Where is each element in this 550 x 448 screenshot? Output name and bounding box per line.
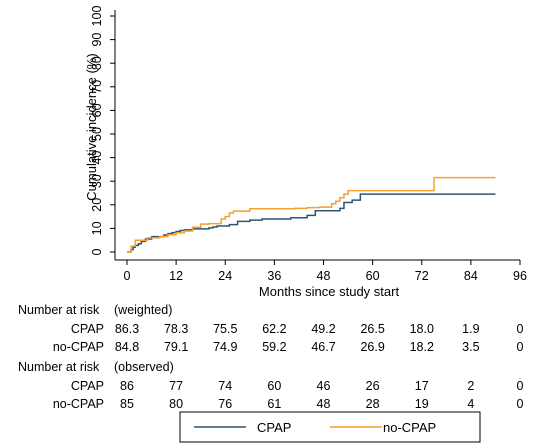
risk-row-label: CPAP bbox=[71, 322, 104, 336]
y-tick-label: 10 bbox=[90, 221, 104, 235]
series-line-no-cpap bbox=[127, 176, 496, 253]
risk-section-note: (weighted) bbox=[114, 303, 172, 317]
y-axis-title: Cumulative incidence (%) bbox=[84, 53, 99, 200]
risk-cell: 60 bbox=[267, 379, 281, 393]
y-tick-label: 100 bbox=[90, 6, 104, 27]
x-tick-label: 12 bbox=[169, 269, 183, 283]
risk-section-note: (observed) bbox=[114, 360, 174, 374]
risk-cell: 17 bbox=[415, 379, 429, 393]
risk-cell: 79.1 bbox=[164, 340, 188, 354]
y-tick-label: 30 bbox=[90, 174, 104, 188]
risk-cell: 77 bbox=[169, 379, 183, 393]
risk-cell: 78.3 bbox=[164, 322, 188, 336]
risk-cell: 3.5 bbox=[462, 340, 479, 354]
series-group bbox=[127, 176, 496, 253]
risk-cell: 84.8 bbox=[115, 340, 139, 354]
risk-section-title: Number at risk bbox=[18, 303, 100, 317]
risk-cell: 4 bbox=[467, 397, 474, 411]
risk-row-label: CPAP bbox=[71, 379, 104, 393]
axes-group: 0 10 20 30 40 50 60 70 80 90 100 Cumulative inciden… bbox=[84, 6, 527, 299]
x-tick-label: 36 bbox=[267, 269, 281, 283]
y-tick-label: 50 bbox=[90, 127, 104, 141]
y-tick-label: 0 bbox=[90, 248, 104, 255]
x-tick-label: 48 bbox=[317, 269, 331, 283]
risk-cell: 46.7 bbox=[311, 340, 335, 354]
risk-cell: 74.9 bbox=[213, 340, 237, 354]
legend-label-cpap: CPAP bbox=[257, 420, 291, 435]
risk-cell: 18.0 bbox=[410, 322, 434, 336]
y-tick-label: 80 bbox=[90, 56, 104, 70]
legend: CPAP no-CPAP bbox=[179, 411, 481, 443]
x-tick-label: 96 bbox=[513, 269, 527, 283]
risk-cell: 49.2 bbox=[311, 322, 335, 336]
risk-cell: 26.5 bbox=[360, 322, 384, 336]
y-tick-label: 90 bbox=[90, 33, 104, 47]
risk-cell: 26.9 bbox=[360, 340, 384, 354]
risk-cell: 28 bbox=[366, 397, 380, 411]
risk-cell: 86.3 bbox=[115, 322, 139, 336]
risk-cell: 0 bbox=[517, 379, 524, 393]
y-tick-label: 70 bbox=[90, 80, 104, 94]
risk-table: Number at risk (weighted) CPAP 86.3 78.3 75.5… bbox=[18, 303, 524, 411]
y-tick-label: 20 bbox=[90, 198, 104, 212]
risk-cell: 61 bbox=[267, 397, 281, 411]
x-tick-label: 84 bbox=[464, 269, 478, 283]
risk-cell: 59.2 bbox=[262, 340, 286, 354]
x-tick-label: 24 bbox=[218, 269, 232, 283]
risk-cell: 0 bbox=[517, 397, 524, 411]
risk-cell: 19 bbox=[415, 397, 429, 411]
x-tick-label: 72 bbox=[415, 269, 429, 283]
x-tick-label: 0 bbox=[124, 269, 131, 283]
risk-row-label: no-CPAP bbox=[53, 340, 104, 354]
x-axis-title: Months since study start bbox=[259, 284, 400, 299]
risk-row-label: no-CPAP bbox=[53, 397, 104, 411]
risk-cell: 80 bbox=[169, 397, 183, 411]
risk-cell: 0 bbox=[517, 340, 524, 354]
legend-label-no-cpap: no-CPAP bbox=[383, 420, 436, 435]
x-tick-label: 60 bbox=[366, 269, 380, 283]
risk-section-title: Number at risk bbox=[18, 360, 100, 374]
risk-cell: 0 bbox=[517, 322, 524, 336]
risk-cell: 46 bbox=[317, 379, 331, 393]
risk-cell: 85 bbox=[120, 397, 134, 411]
risk-cell: 1.9 bbox=[462, 322, 479, 336]
risk-cell: 74 bbox=[218, 379, 232, 393]
risk-cell: 76 bbox=[218, 397, 232, 411]
risk-cell: 86 bbox=[120, 379, 134, 393]
y-tick-label: 60 bbox=[90, 103, 104, 117]
risk-cell: 75.5 bbox=[213, 322, 237, 336]
series-line-cpap bbox=[127, 193, 496, 253]
risk-cell: 2 bbox=[467, 379, 474, 393]
risk-cell: 18.2 bbox=[410, 340, 434, 354]
risk-cell: 26 bbox=[366, 379, 380, 393]
y-tick-label: 40 bbox=[90, 151, 104, 165]
risk-cell: 62.2 bbox=[262, 322, 286, 336]
risk-cell: 48 bbox=[317, 397, 331, 411]
